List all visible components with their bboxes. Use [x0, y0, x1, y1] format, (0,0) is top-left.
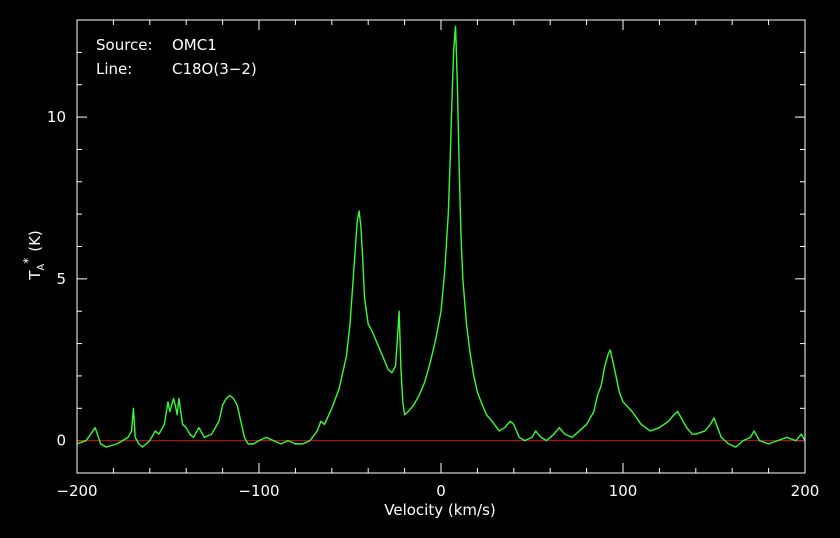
y-axis-label-unit: (K) — [26, 230, 44, 252]
y-axis-label-main: T — [26, 270, 44, 281]
spectrum-series-line — [76, 25, 806, 448]
data-layer — [76, 25, 806, 448]
x-tick-label: 200 — [791, 482, 820, 500]
y-axis-label: TA* (K) — [21, 230, 47, 281]
x-tick-label: −200 — [56, 482, 97, 500]
y-tick-label: 10 — [47, 108, 66, 126]
svg-text:TA*(K): TA* (K) — [21, 230, 47, 281]
source-label: Source: — [96, 36, 153, 54]
y-axis-label-sub: A — [36, 264, 47, 271]
line-value: C18O(3−2) — [172, 60, 257, 78]
x-tick-label: 100 — [609, 482, 638, 500]
plot-frame — [76, 19, 806, 474]
line-label: Line: — [96, 60, 132, 78]
x-tick-label: 0 — [436, 482, 446, 500]
ticks-layer: −200 −100 0 100 200 0 5 10 — [47, 19, 820, 500]
y-tick-label: 0 — [56, 432, 66, 450]
x-axis-label: Velocity (km/s) — [384, 501, 495, 519]
x-tick-label: −100 — [238, 482, 279, 500]
y-axis-label-sup: * — [21, 258, 35, 264]
source-value: OMC1 — [172, 36, 217, 54]
y-tick-label: 5 — [56, 270, 66, 288]
